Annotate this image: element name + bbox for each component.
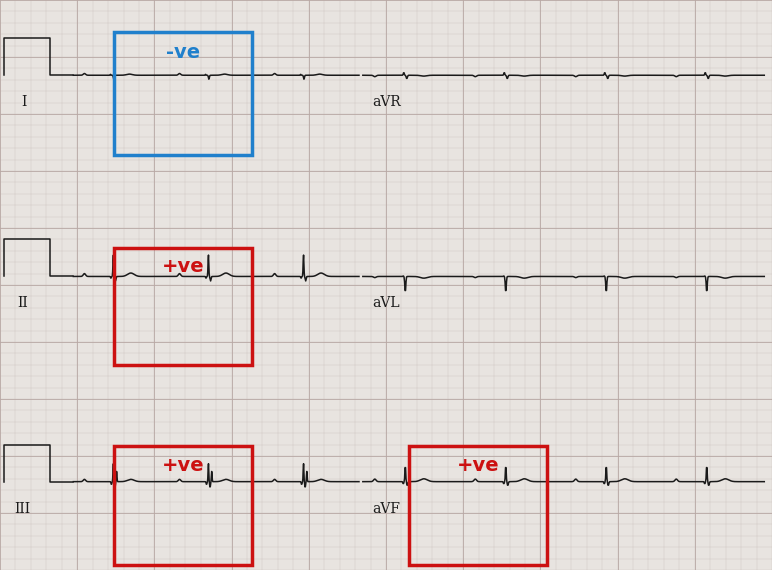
Bar (114, 248, 252, 365)
Text: II: II (17, 296, 28, 311)
Bar (114, 32, 252, 155)
Text: I: I (22, 95, 27, 109)
Text: aVF: aVF (372, 502, 400, 516)
Text: aVL: aVL (372, 296, 400, 311)
Bar (114, 446, 252, 565)
Text: aVR: aVR (372, 95, 401, 109)
Text: III: III (14, 502, 30, 516)
Bar (409, 446, 547, 565)
Text: +ve: +ve (161, 456, 205, 475)
Text: +ve: +ve (456, 456, 499, 475)
Text: -ve: -ve (166, 43, 200, 62)
Text: +ve: +ve (161, 256, 205, 275)
